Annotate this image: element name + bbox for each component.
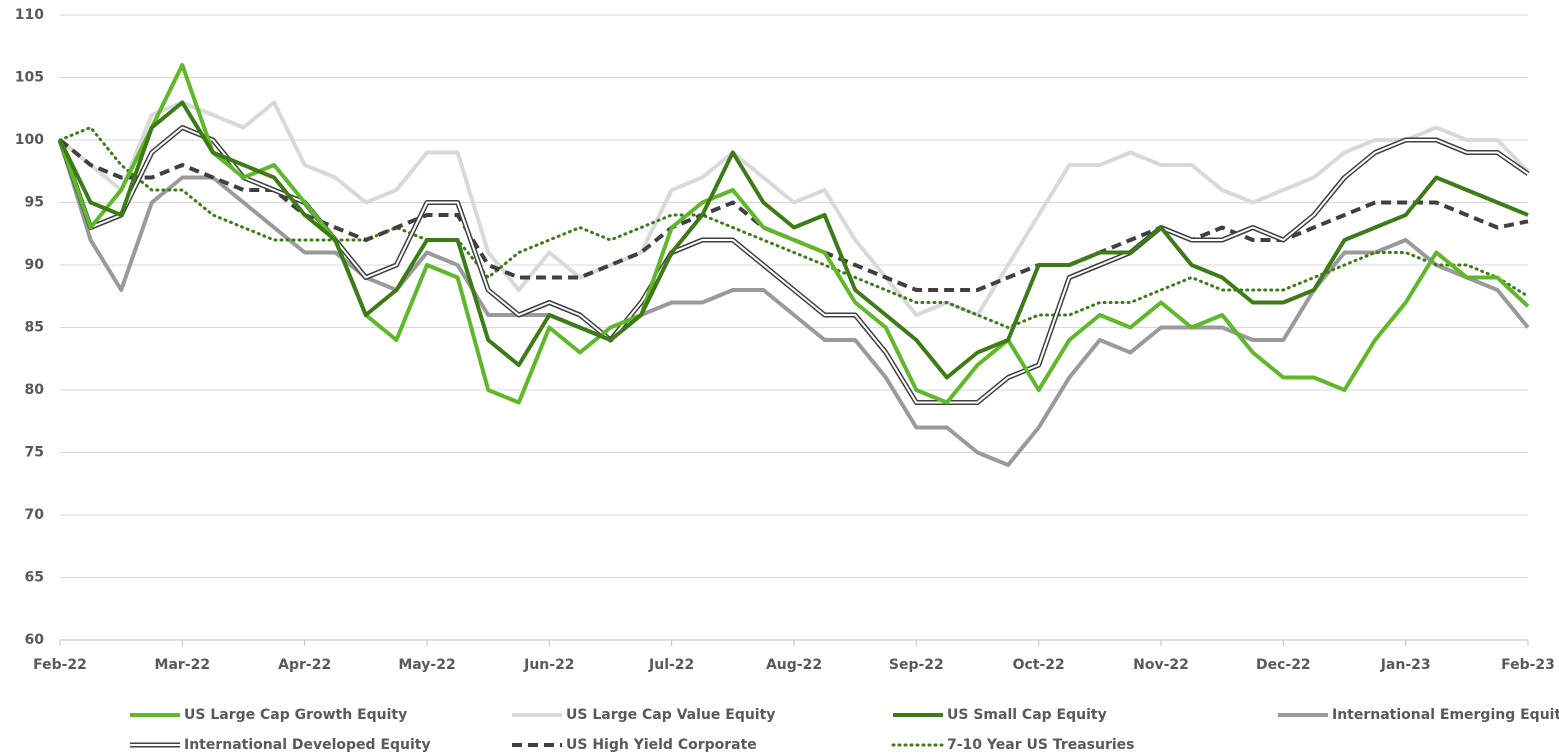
y-tick-label: 80 [25,382,45,398]
y-tick-label: 85 [25,320,44,336]
x-tick-label: Feb-23 [1501,657,1555,673]
y-tick-label: 110 [15,7,44,23]
x-tick-label: Mar-22 [155,657,211,673]
series-line [58,100,1530,317]
x-tick-label: Dec-22 [1256,657,1311,673]
x-tick-label: Sep-22 [889,657,944,673]
legend-label: International Developed Equity [184,737,431,753]
x-tick-label: Jun-22 [523,657,574,673]
y-tick-label: 60 [25,632,45,648]
x-tick-label: Jul-22 [648,657,694,673]
y-tick-label: 105 [15,70,44,86]
legend-label: US High Yield Corporate [566,737,757,753]
series-line [58,138,1529,292]
x-tick-label: Jan-23 [1380,657,1431,673]
x-tick-label: May-22 [398,657,455,673]
y-tick-label: 90 [25,257,45,273]
x-tick-label: Nov-22 [1133,657,1189,673]
y-tick-label: 70 [25,507,45,523]
y-tick-label: 75 [25,445,44,461]
legend-label: US Large Cap Value Equity [566,707,775,723]
x-tick-label: Aug-22 [766,657,822,673]
series-line [58,63,1530,405]
x-tick-label: Feb-22 [33,657,87,673]
legend-label: International Emerging Equity [1332,707,1559,723]
y-tick-label: 100 [15,132,44,148]
legend-label: US Large Cap Growth Equity [184,707,407,723]
y-tick-label: 95 [25,195,44,211]
x-tick-label: Oct-22 [1013,657,1065,673]
x-tick-label: Apr-22 [278,657,331,673]
series-line [58,139,1530,467]
series-line [58,100,1529,380]
series-line [58,126,1530,329]
y-tick-label: 65 [25,570,44,586]
legend-label: US Small Cap Equity [947,707,1107,723]
legend-label: 7-10 Year US Treasuries [947,737,1135,753]
